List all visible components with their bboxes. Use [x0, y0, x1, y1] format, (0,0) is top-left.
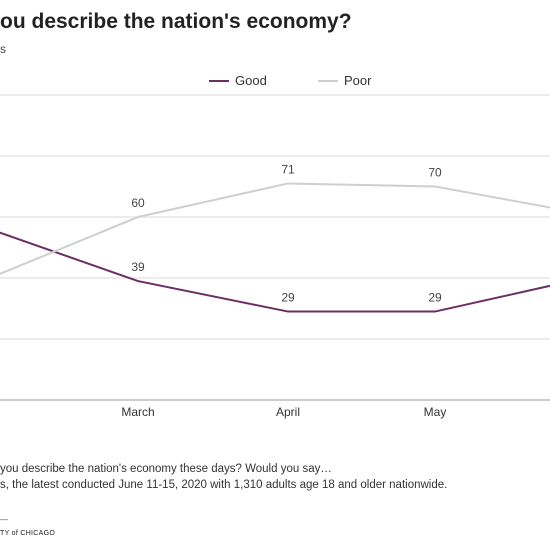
footnote-method: s, the latest conducted June 11-15, 2020…	[0, 479, 448, 491]
line-chart: 392929607170aryMarchAprilMay	[0, 94, 550, 419]
data-label-good: 29	[281, 291, 295, 305]
x-tick-label: May	[424, 405, 447, 419]
legend-label-good: Good	[235, 73, 267, 88]
data-label-poor: 60	[131, 196, 145, 210]
legend-swatch-good	[209, 79, 229, 82]
credit-logo-text: TY of CHICAGO	[0, 530, 56, 537]
x-tick-label: April	[276, 405, 300, 419]
data-label-poor: 70	[428, 166, 442, 180]
series-line-good	[0, 231, 550, 313]
data-label-poor: 71	[281, 162, 295, 176]
chart-subtitle: s	[0, 42, 6, 56]
legend-item-poor: Poor	[318, 73, 371, 88]
series-line-poor	[0, 182, 550, 275]
legend-swatch-poor	[318, 79, 338, 82]
chart-title: ou describe the nation's economy?	[0, 10, 352, 33]
x-tick-label: March	[121, 405, 154, 419]
credit-mark: —	[0, 515, 8, 524]
legend-item-good: Good	[209, 73, 267, 88]
data-label-good: 39	[131, 260, 145, 274]
data-label-good: 29	[428, 291, 442, 305]
legend-label-poor: Poor	[344, 73, 372, 88]
footnote-question: you describe the nation's economy these …	[0, 463, 332, 475]
